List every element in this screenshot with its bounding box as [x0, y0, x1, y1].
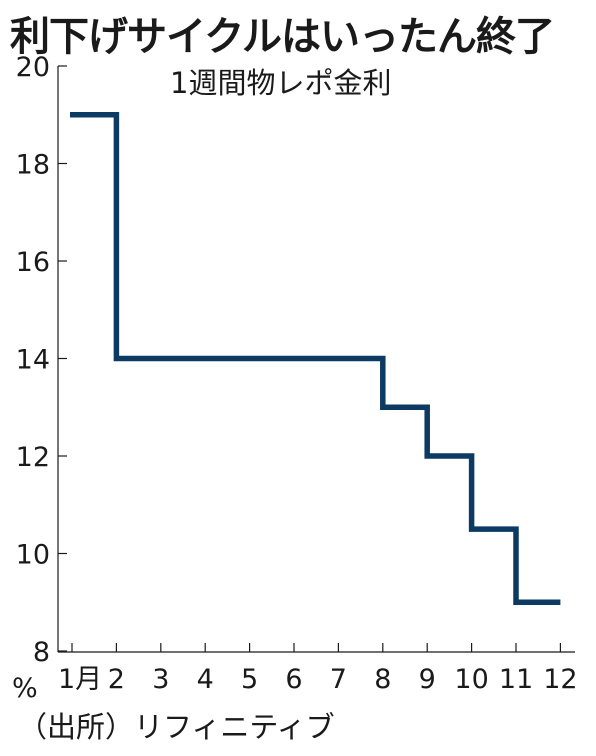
- x-tick-label: 7: [330, 664, 347, 695]
- x-tick-label: 11: [499, 664, 533, 695]
- y-tick-label: 8: [33, 637, 50, 668]
- chart-title: 利下げサイクルはいったん終了: [10, 14, 555, 60]
- x-tick-label: 5: [241, 664, 258, 695]
- y-tick-label: 14: [16, 345, 50, 376]
- series-label: 1週間物レポ金利: [170, 66, 391, 100]
- y-axis-ticks: 8 10 12 14 16 18 20: [16, 52, 67, 668]
- y-tick-label: 16: [16, 247, 50, 278]
- y-tick-label: 18: [16, 150, 50, 181]
- series-line-0: [70, 112, 561, 605]
- x-tick-label: 1月: [58, 664, 102, 695]
- series-group: [70, 112, 561, 605]
- x-tick-label: 10: [454, 664, 488, 695]
- x-tick-label: 3: [152, 664, 169, 695]
- x-axis-ticks: 1月 2 3 4 5 6 7 8 9 10 11 12: [58, 643, 578, 695]
- y-tick-label: 12: [16, 442, 50, 473]
- y-tick-label: 20: [16, 52, 50, 83]
- x-tick-label: 4: [197, 664, 214, 695]
- y-axis-unit-label: %: [12, 673, 38, 704]
- y-tick-label: 10: [16, 540, 50, 571]
- x-tick-label: 8: [374, 664, 391, 695]
- x-tick-label: 12: [543, 664, 577, 695]
- x-tick-label: 6: [285, 664, 302, 695]
- source-note: （出所）リフィニティブ: [18, 710, 335, 744]
- x-tick-label: 2: [108, 664, 125, 695]
- x-tick-label: 9: [419, 664, 436, 695]
